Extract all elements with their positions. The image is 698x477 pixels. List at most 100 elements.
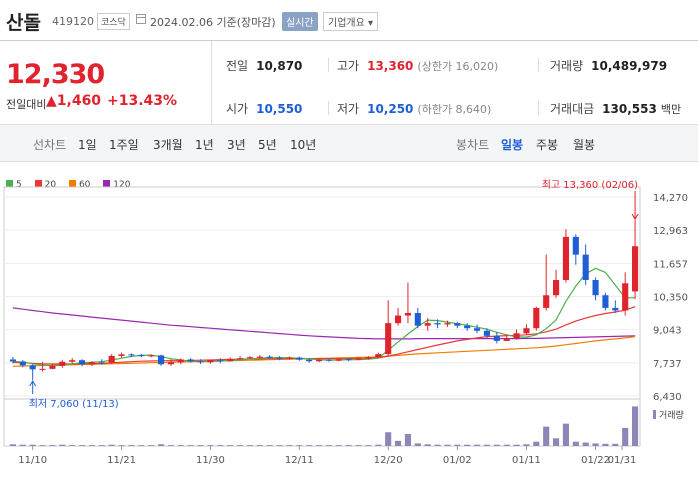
volume-bar	[316, 445, 323, 446]
realtime-button[interactable]: 실시간	[282, 12, 318, 31]
y-tick-label: 10,350	[653, 293, 688, 304]
volume-bar	[325, 445, 332, 446]
stat-high: 고가 13,360 (상한가 16,020)	[337, 57, 498, 74]
volume-bar	[572, 441, 579, 446]
candle-body	[39, 368, 46, 370]
x-tick-label: 12/11	[285, 455, 314, 466]
candle-body	[444, 323, 451, 325]
candle-body	[59, 361, 66, 366]
stat-unit: 백만	[660, 103, 682, 116]
stock-name: 산돌	[6, 12, 41, 34]
candle-body	[88, 362, 95, 365]
volume-bar	[602, 443, 609, 446]
low-annotation: 최저 7,060 (11/13)	[29, 398, 119, 410]
candle-body	[79, 360, 86, 365]
change-value: ▲1,460	[46, 93, 102, 109]
stat-label: 고가	[337, 59, 360, 73]
candle-body	[404, 312, 411, 316]
volume-bar	[493, 444, 500, 446]
volume-bar	[128, 445, 135, 446]
tab-daily[interactable]: 일봉	[501, 138, 524, 152]
ma120-line	[12, 307, 636, 340]
stock-header: 산돌 419120 코스닥 2024.02.06 기준(장마감) 실시간 기업개…	[0, 0, 698, 40]
x-tick-label: 11/21	[107, 455, 136, 466]
legend-item-ma20: 20	[34, 180, 56, 190]
tab-1w[interactable]: 1주일	[109, 138, 139, 152]
tab-3y[interactable]: 3년	[227, 138, 246, 152]
tab-1y[interactable]: 1년	[195, 138, 214, 152]
stat-value: 10,870	[256, 59, 303, 73]
volume-bar	[59, 444, 66, 446]
chart-legend: 5 20 60 120	[6, 180, 140, 190]
volume-bar	[227, 445, 234, 446]
volume-bar	[49, 445, 56, 446]
legend-item-ma120: 120	[103, 180, 130, 190]
volume-bar	[88, 445, 95, 446]
volume-bar	[483, 444, 490, 446]
low-arrow-head	[29, 380, 37, 387]
candle-body	[375, 354, 382, 358]
ma20-line	[12, 306, 636, 365]
candle-body	[217, 360, 224, 362]
calendar-icon	[136, 14, 146, 24]
volume-bar	[385, 432, 392, 446]
divider	[0, 40, 698, 41]
price-summary: 12,330 전일대비 ▲1,460 +13.43%	[0, 41, 211, 124]
legend-item-ma60: 60	[68, 180, 90, 190]
candle-body	[276, 357, 283, 359]
stat-value: 10,250	[367, 102, 414, 116]
change-label: 전일대비	[6, 98, 47, 111]
tab-10y[interactable]: 10년	[290, 138, 317, 152]
candlestick-chart[interactable]: 14,270 12,963 11,657 10,350 9,043 7,737 6,430 1…	[0, 175, 698, 477]
candle-body	[177, 359, 184, 363]
candle-body	[325, 359, 332, 361]
candle-body	[493, 335, 500, 341]
volume-bar	[79, 445, 86, 446]
y-tick-label: 6,430	[653, 392, 682, 403]
tab-3m[interactable]: 3개월	[153, 138, 183, 152]
candle-body	[385, 323, 392, 355]
candle-body	[533, 307, 540, 329]
candle-body	[98, 362, 105, 364]
volume-bar	[138, 445, 145, 446]
x-tick-label: 01/22	[581, 455, 610, 466]
divider	[328, 58, 329, 72]
volume-bar	[612, 443, 619, 446]
candle-body	[158, 355, 165, 365]
candle-body	[266, 356, 273, 358]
volume-legend-label: 거래량	[659, 409, 684, 421]
candle-body	[128, 354, 135, 356]
candle-body	[207, 360, 214, 363]
volume-bar	[553, 438, 560, 446]
volume-bar	[187, 445, 194, 446]
tab-weekly[interactable]: 주봉	[536, 138, 559, 152]
tab-monthly[interactable]: 월봉	[573, 138, 596, 152]
volume-bar	[424, 444, 431, 446]
stat-label: 거래량	[550, 59, 584, 73]
company-overview-button[interactable]: 기업개요 ▾	[323, 12, 378, 31]
volume-bar	[513, 444, 520, 446]
tab-5y[interactable]: 5년	[258, 138, 277, 152]
stat-value: 10,489,979	[591, 59, 668, 73]
volume-bar	[523, 444, 530, 446]
candle-body	[483, 330, 490, 336]
candle-body	[414, 312, 421, 326]
x-tick-label: 12/20	[374, 455, 403, 466]
stat-label: 시가	[226, 102, 249, 116]
ma60-line	[12, 336, 636, 367]
high-annotation: 최고 13,360 (02/06)	[542, 179, 638, 191]
volume-bar	[39, 445, 46, 446]
candle-body	[197, 361, 204, 363]
volume-bar	[217, 445, 224, 446]
high-arrow-head	[631, 213, 639, 221]
candle-body	[513, 333, 520, 339]
candle-body	[167, 362, 174, 365]
candle-body	[582, 254, 589, 281]
date-text: 2024.02.06 기준(장마감)	[150, 16, 276, 29]
volume-bar	[286, 445, 293, 446]
volume-bar	[632, 406, 639, 446]
x-tick-label: 01/11	[512, 455, 541, 466]
tab-1d[interactable]: 1일	[78, 138, 97, 152]
candle-chart-label: 봉차트	[456, 138, 490, 152]
stat-sub: (상한가 16,020)	[417, 60, 499, 73]
